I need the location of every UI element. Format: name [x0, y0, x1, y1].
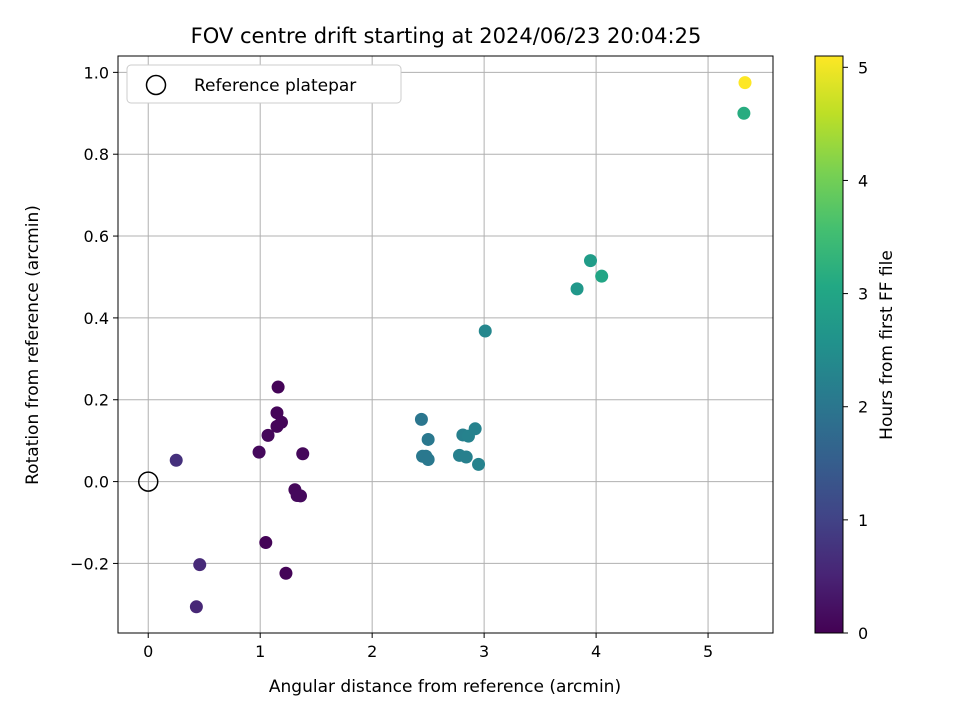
colorbar-tick-label: 0: [858, 624, 868, 643]
plot-frame: [117, 55, 774, 634]
colorbar-tick-label: 1: [858, 511, 868, 530]
chart-title: FOV centre drift starting at 2024/06/23 …: [191, 24, 702, 48]
x-tick-label: 4: [591, 642, 601, 661]
colorbar: 0 1 2 3 4 5 Hours from first FF file: [814, 55, 897, 643]
data-point: [595, 269, 609, 283]
colorbar-tick-label: 4: [858, 171, 868, 190]
legend-marker-icon: [145, 74, 167, 96]
y-tick-label: 1.0: [84, 63, 109, 82]
data-point: [570, 282, 584, 296]
data-point: [472, 457, 486, 471]
y-tick-label: 0.2: [84, 391, 109, 410]
colorbar-ticks: 0 1 2 3 4 5: [843, 58, 868, 643]
legend-box: [126, 64, 402, 104]
colorbar-tick-label: 3: [858, 285, 868, 304]
data-point: [414, 412, 428, 426]
data-point: [252, 445, 266, 459]
y-axis-title: Rotation from reference (arcmin): [23, 205, 43, 485]
x-tick-label: 1: [255, 642, 265, 661]
x-tick-label: 5: [703, 642, 713, 661]
data-point: [738, 76, 752, 90]
reference-platepar-marker: [137, 471, 159, 492]
data-point: [421, 452, 435, 466]
x-tick-label: 0: [143, 642, 153, 661]
data-point: [169, 453, 183, 467]
data-point: [459, 450, 473, 464]
data-point: [583, 254, 597, 268]
colorbar-gradient: [814, 55, 844, 634]
data-point: [274, 415, 288, 429]
colorbar-tick-label: 2: [858, 398, 868, 417]
y-tick-label: 0.8: [84, 145, 109, 164]
colorbar-tick-label: 5: [858, 58, 868, 77]
y-tick-label: 0.0: [84, 473, 109, 492]
data-point: [193, 558, 207, 572]
x-tick-label: 2: [367, 642, 377, 661]
data-point: [737, 106, 751, 120]
y-tick-label: −0.2: [70, 554, 109, 573]
data-point: [261, 428, 275, 442]
data-point: [189, 600, 203, 614]
data-point: [421, 432, 435, 446]
y-tick-label: 0.4: [84, 309, 109, 328]
data-point: [478, 324, 492, 338]
data-point: [271, 380, 285, 394]
reference-layer: [137, 471, 159, 492]
y-axis: −0.2 0.0 0.2 0.4 0.6 0.8 1.0: [70, 63, 118, 573]
x-axis-title: Angular distance from reference (arcmin): [269, 677, 621, 697]
data-point: [468, 422, 482, 436]
x-axis: 0 1 2 3 4 5: [143, 633, 713, 661]
grid: [118, 56, 773, 633]
colorbar-title: Hours from first FF file: [877, 250, 897, 440]
x-tick-label: 3: [479, 642, 489, 661]
data-point: [296, 447, 310, 461]
data-point: [259, 536, 273, 550]
data-point: [279, 566, 293, 580]
data-points: [169, 76, 752, 614]
legend: Reference platepar: [126, 64, 402, 104]
data-point: [294, 489, 308, 503]
legend-label: Reference platepar: [194, 76, 356, 96]
y-tick-label: 0.6: [84, 227, 109, 246]
